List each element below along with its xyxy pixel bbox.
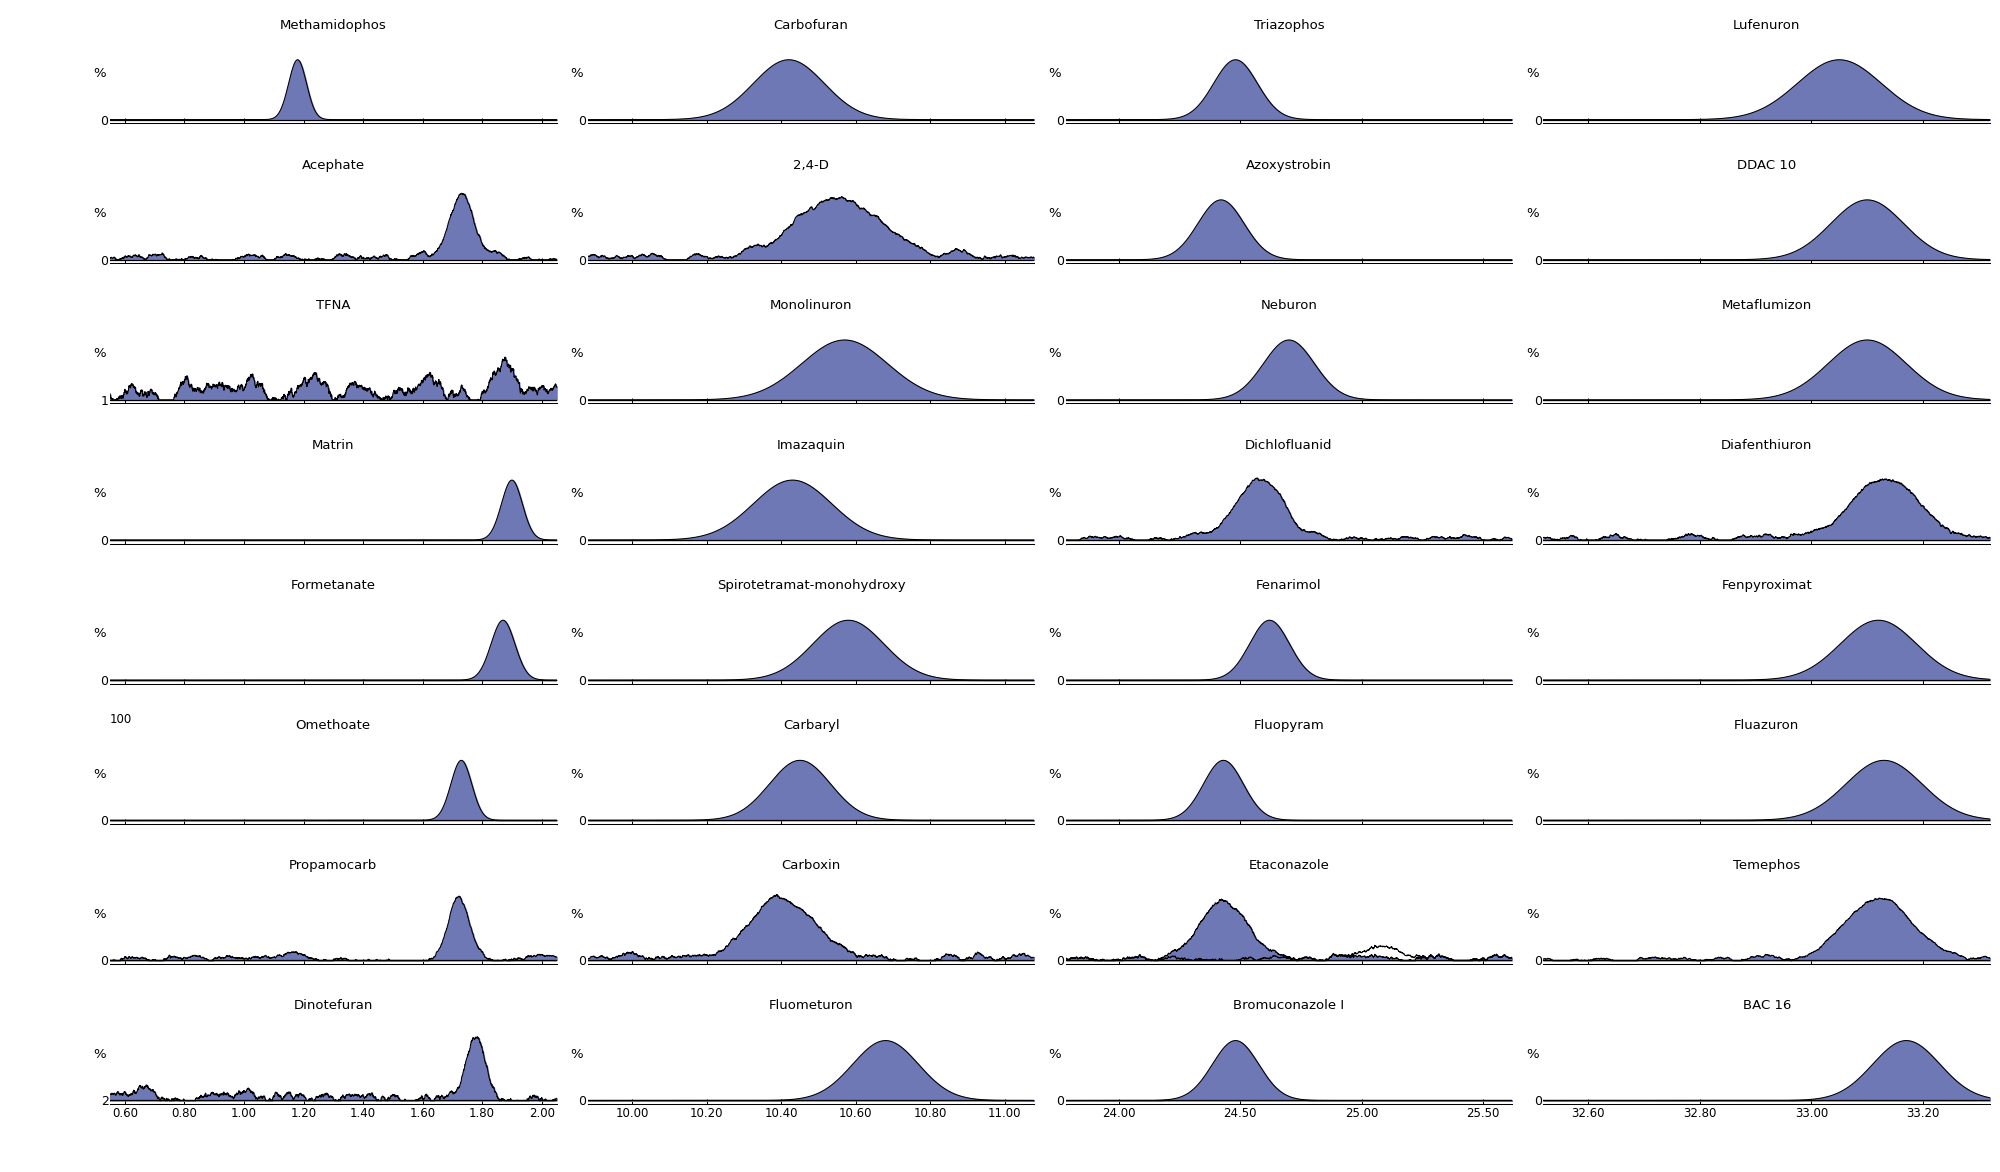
Title: Imazaquin: Imazaquin xyxy=(776,440,846,452)
Text: %: % xyxy=(570,347,584,360)
Title: Spirotetramat-monohydroxy: Spirotetramat-monohydroxy xyxy=(716,579,906,592)
Title: Fluazuron: Fluazuron xyxy=(1734,720,1800,732)
Title: Fenarimol: Fenarimol xyxy=(1256,579,1322,592)
Title: Triazophos: Triazophos xyxy=(1254,19,1324,32)
Text: %: % xyxy=(1048,347,1062,360)
Title: Methamidophos: Methamidophos xyxy=(280,19,386,32)
Title: Fluopyram: Fluopyram xyxy=(1254,720,1324,732)
Title: Formetanate: Formetanate xyxy=(290,579,376,592)
Title: Dichlofluanid: Dichlofluanid xyxy=(1246,440,1332,452)
Text: %: % xyxy=(1526,347,1538,360)
Title: Matrin: Matrin xyxy=(312,440,354,452)
Text: %: % xyxy=(1048,907,1062,921)
Title: Acephate: Acephate xyxy=(302,158,364,172)
Text: %: % xyxy=(570,1048,584,1061)
Text: %: % xyxy=(92,207,106,220)
Title: Carbaryl: Carbaryl xyxy=(782,720,840,732)
Text: %: % xyxy=(1048,67,1062,80)
Text: %: % xyxy=(1526,488,1538,500)
Title: DDAC 10: DDAC 10 xyxy=(1738,158,1796,172)
Text: %: % xyxy=(92,347,106,360)
Text: %: % xyxy=(92,1048,106,1061)
Title: 2,4-D: 2,4-D xyxy=(794,158,830,172)
Title: TFNA: TFNA xyxy=(316,299,350,312)
Title: Omethoate: Omethoate xyxy=(296,720,370,732)
Text: %: % xyxy=(570,768,584,781)
Text: 100: 100 xyxy=(110,714,132,727)
Text: %: % xyxy=(92,907,106,921)
Text: %: % xyxy=(92,67,106,80)
Title: Fluometuron: Fluometuron xyxy=(768,1000,854,1013)
Title: Neburon: Neburon xyxy=(1260,299,1318,312)
Text: %: % xyxy=(1526,207,1538,220)
Text: %: % xyxy=(1048,768,1062,781)
Title: Azoxystrobin: Azoxystrobin xyxy=(1246,158,1332,172)
Title: Diafenthiuron: Diafenthiuron xyxy=(1722,440,1812,452)
Text: %: % xyxy=(1526,67,1538,80)
Title: Propamocarb: Propamocarb xyxy=(290,859,378,872)
Text: %: % xyxy=(1048,488,1062,500)
Title: Dinotefuran: Dinotefuran xyxy=(294,1000,372,1013)
Title: Metaflumizon: Metaflumizon xyxy=(1722,299,1812,312)
Text: %: % xyxy=(570,207,584,220)
Title: Temephos: Temephos xyxy=(1734,859,1800,872)
Text: %: % xyxy=(1048,627,1062,640)
Text: %: % xyxy=(92,768,106,781)
Text: %: % xyxy=(1526,1048,1538,1061)
Title: Carbofuran: Carbofuran xyxy=(774,19,848,32)
Title: Carboxin: Carboxin xyxy=(782,859,840,872)
Title: Monolinuron: Monolinuron xyxy=(770,299,852,312)
Text: %: % xyxy=(92,488,106,500)
Title: Etaconazole: Etaconazole xyxy=(1248,859,1330,872)
Title: Lufenuron: Lufenuron xyxy=(1734,19,1800,32)
Text: %: % xyxy=(1526,768,1538,781)
Text: %: % xyxy=(570,907,584,921)
Title: BAC 16: BAC 16 xyxy=(1742,1000,1790,1013)
Text: %: % xyxy=(1526,907,1538,921)
Text: %: % xyxy=(1526,627,1538,640)
Text: %: % xyxy=(92,627,106,640)
Text: %: % xyxy=(570,488,584,500)
Text: %: % xyxy=(1048,207,1062,220)
Text: %: % xyxy=(570,627,584,640)
Text: %: % xyxy=(570,67,584,80)
Text: %: % xyxy=(1048,1048,1062,1061)
Title: Bromuconazole I: Bromuconazole I xyxy=(1234,1000,1344,1013)
Title: Fenpyroximat: Fenpyroximat xyxy=(1722,579,1812,592)
